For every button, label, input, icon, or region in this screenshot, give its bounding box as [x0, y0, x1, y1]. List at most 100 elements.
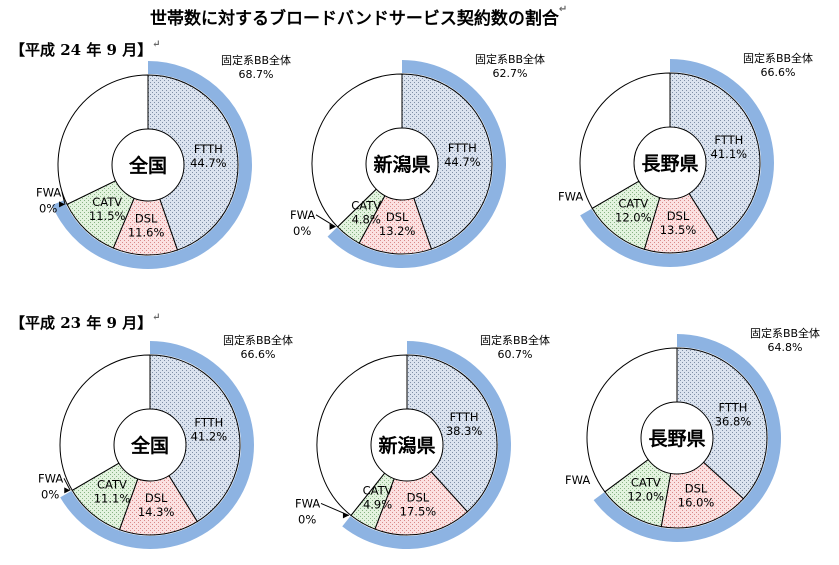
ring-value: 66.6% [761, 66, 796, 79]
document-title: 世帯数に対するブロードバンドサービス契約数の割合 ↵ [150, 4, 567, 29]
slice-dsl [643, 161, 719, 254]
slice-value-ftth: 44.7% [444, 155, 481, 169]
fwa-arrow-head [64, 487, 71, 494]
fwa-arrow-head [329, 223, 336, 230]
slice-value-dsl: 11.6% [128, 225, 165, 239]
slice-dsl [118, 443, 198, 536]
donut-hole [113, 408, 187, 482]
ring-value: 64.8% [768, 341, 803, 354]
ring-label: 固定系BB全体 [223, 333, 293, 347]
slice-name-ftth: FTTH [719, 400, 748, 414]
slice-name-ftth: FTTH [714, 133, 743, 147]
slice-ftth [669, 72, 761, 240]
ring-label: 固定系BB全体 [221, 53, 291, 67]
slice-ftth [676, 347, 768, 500]
region-label: 新潟県 [373, 153, 430, 176]
slice-value-ftth: 44.7% [190, 156, 227, 170]
fwa-arrow [63, 478, 71, 491]
section-heading-2011: 【平成 23 年 9 月】 ↵ [10, 312, 161, 333]
slice-name-fwa: FWA [290, 208, 315, 222]
slice-value-dsl: 14.3% [138, 505, 175, 519]
slice-name-catv: CATV [97, 478, 127, 492]
slice-value-catv: 4.8% [352, 212, 381, 226]
slice-name-fwa: FWA [38, 471, 63, 485]
donut-hole [111, 128, 185, 202]
slice-value-catv: 4.9% [363, 498, 392, 512]
region-label: 新潟県 [378, 434, 435, 457]
slice-value-catv: 11.1% [94, 492, 131, 506]
slice-ftth [149, 354, 241, 523]
ring-label: 固定系BB全体 [475, 52, 545, 66]
slice-name-ftth: FTTH [448, 141, 477, 155]
slice-value-fwa: 0% [39, 201, 57, 215]
slice-value-fwa: 0% [298, 512, 316, 526]
paragraph-mark: ↵ [152, 39, 161, 50]
slice-name-ftth: FTTH [194, 415, 223, 429]
donut-hole [640, 401, 714, 475]
ring-label: 固定系BB全体 [480, 333, 550, 347]
slice-value-catv: 11.5% [89, 209, 126, 223]
section-heading-2011-text: 【平成 23 年 9 月】 [10, 314, 153, 332]
slice-name-fwa: FWA [36, 185, 61, 199]
slice-name-catv: CATV [351, 198, 381, 212]
slice-dsl [358, 162, 433, 255]
slice-value-ftth: 41.1% [711, 147, 748, 161]
ring-value: 66.6% [241, 348, 276, 361]
slice-value-dsl: 13.2% [379, 224, 416, 238]
fwa-arrow-head [342, 512, 349, 519]
slice-dsl [112, 163, 179, 256]
ring-value: 68.7% [239, 68, 274, 81]
slice-value-dsl: 17.5% [400, 504, 437, 518]
donut-hole [370, 408, 444, 482]
region-label: 全国 [128, 154, 167, 177]
slice-ftth [147, 74, 239, 251]
slice-value-ftth: 36.8% [715, 414, 752, 428]
ring-label: 固定系BB全体 [743, 51, 813, 65]
slice-name-ftth: FTTH [194, 142, 223, 156]
slice-value-ftth: 41.2% [191, 429, 228, 443]
fwa-arrow [315, 214, 336, 228]
slice-name-dsl: DSL [667, 209, 690, 223]
fixed-bb-ring [342, 341, 511, 549]
slice-remaining [311, 73, 403, 228]
slice-value-dsl: 16.0% [678, 495, 715, 509]
slice-remaining [316, 354, 408, 517]
slice-dsl [374, 444, 469, 536]
region-label: 全国 [130, 434, 169, 457]
fwa-arrow-head [59, 201, 66, 208]
slice-value-catv: 12.0% [615, 211, 652, 225]
slice-name-catv: CATV [618, 197, 648, 211]
document-title-text: 世帯数に対するブロードバンドサービス契約数の割合 [150, 9, 559, 29]
section-heading-2012-text: 【平成 24 年 9 月】 [10, 41, 153, 59]
donut-hole [365, 127, 439, 201]
slice-value-fwa: 0% [41, 487, 59, 501]
slice-name-fwa: FWA [558, 189, 583, 203]
region-label: 長野県 [648, 428, 705, 450]
paragraph-mark: ↵ [152, 312, 161, 323]
slice-ftth [401, 73, 493, 250]
ring-value: 62.7% [493, 67, 528, 80]
slice-name-dsl: DSL [685, 481, 708, 495]
paragraph-mark: ↵ [558, 4, 568, 15]
slice-ftth [406, 354, 498, 513]
slice-remaining [586, 347, 678, 493]
ring-value: 60.7% [498, 348, 533, 361]
slice-name-dsl: DSL [145, 491, 168, 505]
slice-name-dsl: DSL [135, 211, 158, 225]
slice-value-ftth: 38.3% [446, 424, 483, 438]
slice-name-dsl: DSL [386, 210, 409, 224]
region-label: 長野県 [641, 153, 698, 175]
slice-name-catv: CATV [363, 484, 393, 498]
slice-value-catv: 12.0% [628, 490, 665, 504]
slice-value-fwa: 0% [293, 224, 311, 238]
slice-name-fwa: FWA [565, 473, 590, 487]
fixed-bb-ring [327, 60, 506, 269]
slice-name-catv: CATV [631, 476, 661, 490]
slice-value-dsl: 13.5% [660, 223, 697, 237]
